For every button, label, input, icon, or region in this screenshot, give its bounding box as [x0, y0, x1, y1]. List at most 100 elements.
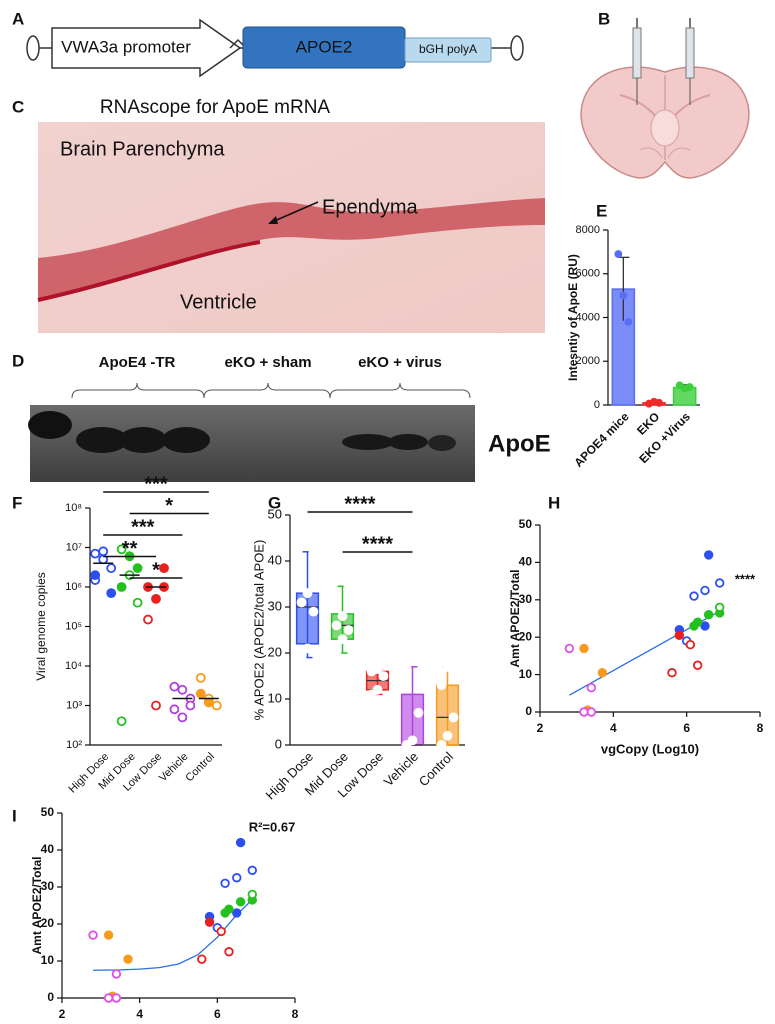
data-point [235, 837, 246, 848]
data-point [103, 993, 114, 1003]
y-tick-label: 0 [594, 399, 600, 411]
data-point [220, 878, 230, 888]
panel-label: G [268, 493, 281, 512]
band-label: ApoE [488, 430, 551, 457]
data-point [614, 250, 623, 258]
data-point [103, 930, 114, 940]
data-point [151, 700, 161, 711]
data-point [116, 716, 127, 727]
panel-label: D [12, 351, 24, 370]
gene-label: APOE2 [296, 37, 353, 56]
panel-label: F [12, 493, 22, 512]
y-axis-label: Amt APOE2/Total [30, 856, 44, 954]
data-point [436, 740, 447, 750]
y-tick-label: 10 [519, 667, 533, 681]
group-label: eKO + virus [358, 354, 442, 371]
y-axis-label: Viral genome copies [34, 572, 48, 681]
rnascope-title: RNAscope for ApoE mRNA [100, 97, 331, 118]
y-tick-label: 6000 [576, 268, 600, 280]
y-axis-label: % APOE2 (APOE2/total APOE) [251, 540, 266, 721]
data-point [703, 610, 714, 620]
data-point [235, 897, 246, 907]
y-axis-label: Amt APOE2/Total [508, 569, 522, 667]
data-point [442, 730, 453, 741]
x-tick-label: 6 [683, 721, 690, 735]
panel-label: H [548, 493, 560, 512]
annotation: **** [735, 571, 756, 586]
panel-label: C [12, 97, 24, 116]
data-point [232, 908, 242, 918]
fit-line [93, 895, 257, 971]
box [435, 684, 460, 746]
data-point [442, 661, 453, 672]
y-tick-label: 50 [268, 506, 282, 521]
y-tick-label: 10⁵ [65, 620, 82, 632]
panel-label: B [598, 9, 610, 28]
construct: VWA3a promoter APOE2 bGH polyA [26, 18, 524, 78]
tissue-label: Ventricle [180, 291, 257, 313]
data-point [123, 954, 133, 964]
y-tick-label: 10 [268, 690, 282, 705]
x-tick-label: 2 [537, 721, 544, 735]
data-point [337, 634, 348, 645]
data-point [90, 548, 101, 559]
y-tick-label: 30 [519, 592, 533, 606]
y-tick-label: 20 [268, 644, 282, 659]
data-point [111, 993, 122, 1003]
significance-label: * [165, 495, 173, 517]
y-tick-label: 20 [41, 916, 55, 930]
significance-label: **** [362, 533, 393, 555]
data-point [331, 620, 342, 631]
data-point [204, 917, 215, 927]
significance-label: *** [144, 473, 168, 495]
data-point [714, 602, 725, 612]
data-point [689, 591, 699, 601]
data-point [90, 570, 101, 581]
data-point [372, 684, 383, 695]
blot-image [28, 405, 475, 482]
data-point [185, 700, 196, 711]
significance-label: ** [122, 538, 138, 560]
data-point [413, 707, 424, 718]
y-tick-label: 10³ [66, 699, 82, 711]
braces [71, 382, 471, 399]
data-point [597, 668, 608, 678]
data-point [714, 578, 725, 588]
data-point [195, 672, 206, 683]
data-point [302, 588, 313, 599]
data-point [195, 688, 206, 699]
significance-label: * [152, 559, 160, 581]
data-point [169, 681, 180, 692]
y-tick-label: 10² [66, 739, 82, 751]
tissue-label: Ependyma [322, 196, 418, 218]
data-point [247, 889, 257, 900]
y-tick-label: 10⁶ [65, 581, 82, 593]
data-point [151, 593, 161, 604]
x-tick-label: Control [183, 751, 217, 785]
data-point [579, 643, 589, 654]
data-point [619, 291, 628, 300]
data-point [296, 597, 307, 608]
data-point [700, 621, 710, 631]
data-point [159, 563, 169, 574]
x-tick-label: 8 [757, 721, 764, 735]
y-tick-label: 30 [268, 598, 282, 613]
x-tick-label: 4 [136, 1007, 143, 1021]
significance-label: **** [344, 493, 375, 515]
data-point [685, 639, 696, 650]
promoter-label: VWA3a promoter [61, 37, 191, 56]
arrow [271, 201, 319, 223]
y-axis-label: Intesntiy of ApoE (RU) [566, 254, 580, 381]
data-point [116, 582, 127, 592]
y-tick-label: 40 [519, 555, 533, 569]
tissue-label: Brain Parenchyma [60, 138, 225, 160]
y-tick-label: 40 [41, 842, 55, 856]
data-point [624, 317, 633, 326]
y-tick-label: 10⁷ [66, 541, 82, 553]
data-point [700, 585, 710, 596]
data-point [302, 643, 313, 654]
y-tick-label: 10 [41, 953, 55, 967]
data-point [220, 908, 230, 918]
annotation: R²=0.67 [249, 819, 296, 834]
data-point [586, 682, 597, 693]
